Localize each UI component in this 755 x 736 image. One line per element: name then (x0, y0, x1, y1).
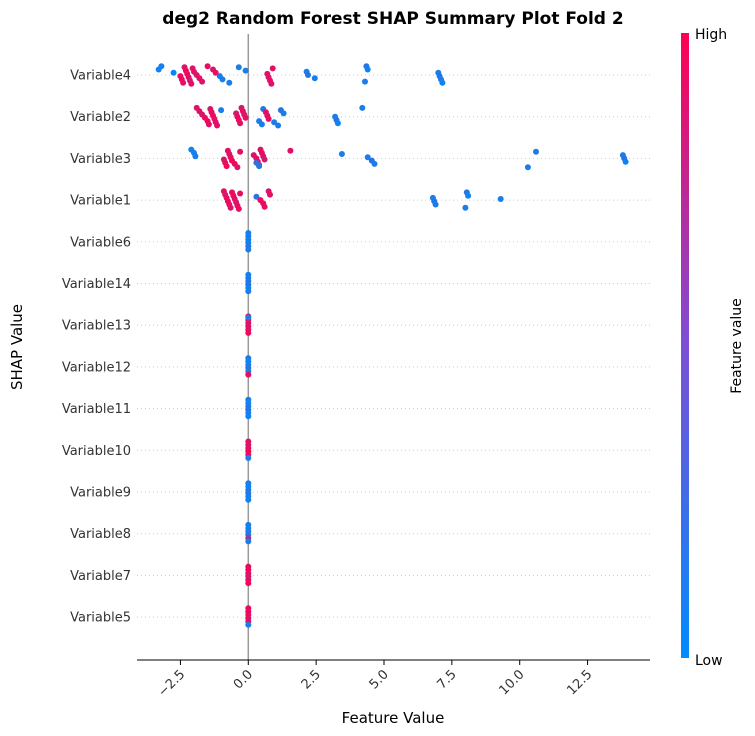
shap-point (242, 114, 249, 121)
category-label: Variable13 (62, 319, 131, 334)
shap-point (245, 496, 252, 503)
category-label: Variable6 (70, 235, 131, 250)
shap-point (462, 204, 469, 211)
x-tick-label: 7.5 (434, 667, 459, 692)
shap-point (170, 69, 177, 76)
shap-point (245, 455, 252, 461)
category-label: Variable14 (62, 277, 131, 292)
shap-point (205, 121, 212, 128)
shap-point (188, 80, 195, 87)
shap-point (245, 371, 252, 378)
shap-point (180, 79, 187, 86)
shap-point (533, 148, 539, 155)
shap-point (497, 196, 504, 202)
shap-point (268, 80, 275, 87)
shap-point (362, 78, 368, 85)
x-axis-label: Feature Value (342, 709, 445, 727)
x-tick-label: 2.5 (299, 667, 324, 692)
shap-point (271, 119, 278, 126)
shap-point (524, 164, 531, 171)
shap-point (219, 76, 226, 83)
category-label: Variable11 (62, 402, 131, 417)
shap-point (261, 156, 268, 163)
shap-point (267, 191, 273, 198)
shap-point (269, 65, 276, 72)
shap-point (234, 164, 241, 171)
shap-point (245, 314, 252, 321)
chart-title: deg2 Random Forest SHAP Summary Plot Fol… (162, 9, 623, 29)
x-tick-label: −2.5 (155, 667, 188, 700)
shap-point (155, 66, 162, 73)
category-label: Variable2 (70, 110, 131, 125)
category-label: Variable12 (62, 360, 131, 375)
shap-point (227, 204, 234, 211)
shap-point (237, 120, 244, 127)
shap-point (364, 66, 371, 73)
colorbar-low-label: Low (695, 653, 723, 669)
category-label: Variable5 (70, 611, 131, 626)
shap-point (192, 153, 199, 160)
shap-point (256, 163, 263, 170)
shap-point (245, 246, 252, 253)
shap-point (245, 288, 252, 295)
x-tick-label: 12.5 (564, 667, 595, 698)
shap-point (199, 78, 206, 85)
shap-point (280, 110, 287, 117)
x-ticks: −2.5 0.0 2.5 5.0 7.5 10.0 12.5 (155, 660, 595, 700)
category-label: Variable8 (70, 527, 131, 542)
scatter-points (155, 63, 629, 628)
x-tick-label: 10.0 (496, 667, 527, 698)
shap-point (338, 151, 345, 157)
shap-point (258, 121, 265, 128)
shap-point (311, 75, 318, 82)
shap-point (261, 203, 268, 210)
shap-point (212, 69, 219, 76)
shap-point (364, 154, 371, 161)
shap-point (226, 79, 233, 86)
category-label: Variable3 (70, 152, 131, 167)
x-tick-label: 0.0 (231, 667, 256, 692)
shap-point (439, 79, 446, 86)
category-label: Variable7 (70, 569, 131, 584)
shap-point (465, 192, 472, 199)
category-labels: Variable4 Variable2 Variable3 Variable1 Vari… (62, 69, 131, 626)
shap-point (218, 107, 225, 114)
shap-point (223, 163, 230, 170)
shap-point (265, 115, 272, 122)
colorbar-title: Feature value (729, 298, 745, 394)
shap-point (242, 67, 249, 74)
shap-point (334, 120, 341, 127)
shap-point (237, 190, 244, 197)
shap-point (432, 201, 439, 208)
category-label: Variable1 (70, 194, 131, 209)
shap-point (622, 158, 629, 165)
shap-point (237, 148, 244, 155)
x-tick-label: 5.0 (367, 667, 392, 692)
shap-point (253, 193, 260, 200)
shap-point (245, 621, 252, 628)
category-label: Variable10 (62, 444, 131, 459)
shap-point (245, 413, 252, 420)
shap-point (371, 160, 378, 167)
shap-point (235, 64, 242, 71)
shap-point (275, 122, 282, 129)
row-guidelines (137, 74, 650, 618)
shap-point (235, 205, 242, 212)
shap-point (305, 72, 311, 78)
shap-point (245, 538, 252, 545)
shap-point (214, 122, 221, 129)
colorbar-high-label: High (695, 27, 727, 43)
shap-point (245, 580, 252, 587)
colorbar (681, 33, 689, 658)
category-label: Variable4 (70, 69, 131, 84)
shap-point (204, 63, 211, 70)
y-axis-label: SHAP Value (8, 304, 26, 390)
category-label: Variable9 (70, 486, 131, 501)
shap-point (245, 329, 252, 336)
shap-point (287, 147, 294, 154)
shap-point (359, 104, 366, 111)
